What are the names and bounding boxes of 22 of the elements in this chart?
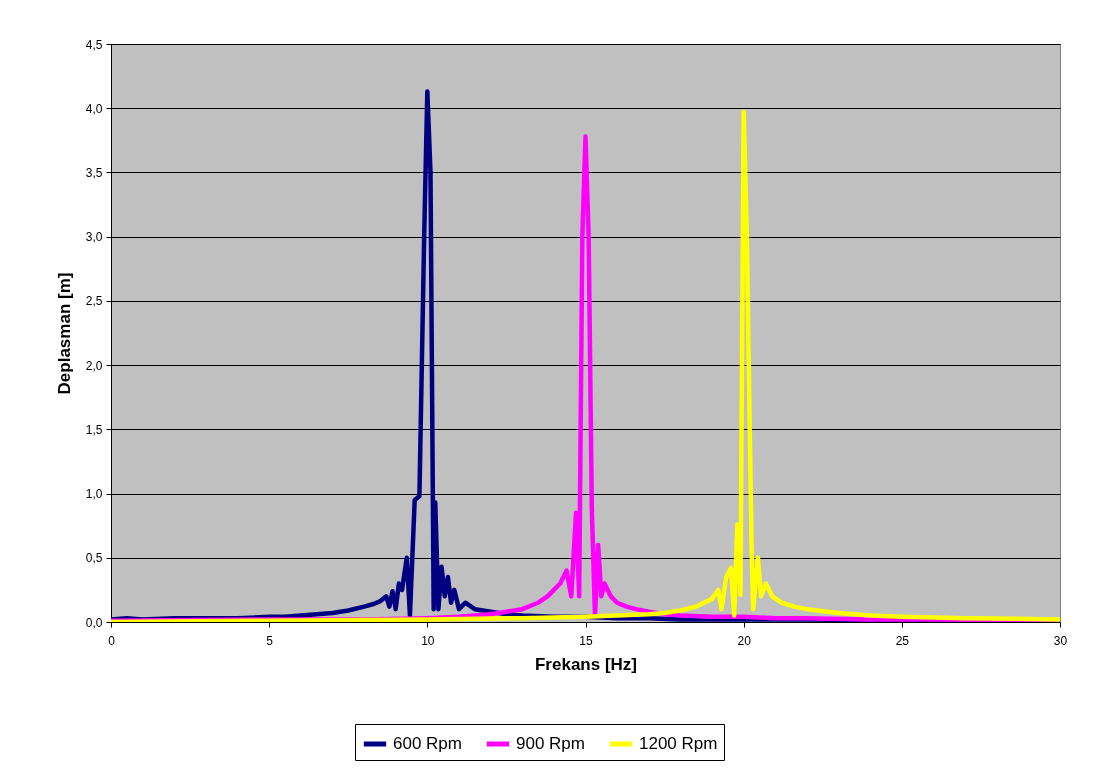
x-tick-label: 30 [1053,633,1068,648]
x-tick-label: 20 [737,633,752,648]
y-tick-label: 2,5 [85,294,103,309]
legend-label: 600 Rpm [393,734,462,753]
y-tick-label: 0,0 [85,615,103,630]
y-axis-title: Deplasman [m] [54,272,74,395]
y-tick-label: 0,5 [85,551,103,566]
x-tick-label: 5 [266,633,274,648]
y-tick-label: 4,5 [85,37,103,52]
y-tick-label: 3,0 [85,230,103,245]
x-tick-label: 25 [895,633,910,648]
y-tick-label: 1,0 [85,487,103,502]
y-tick-label: 2,0 [85,358,103,373]
legend-label: 1200 Rpm [639,734,718,753]
y-tick-label: 3,5 [85,165,103,180]
x-tick-label: 10 [421,633,435,648]
y-tick-label: 4,0 [85,101,103,116]
legend-label: 900 Rpm [516,734,585,753]
x-axis-title: Frekans [Hz] [534,654,638,674]
x-tick-label: 15 [579,633,593,648]
y-tick-label: 1,5 [85,422,103,437]
x-tick-label: 0 [108,633,116,648]
